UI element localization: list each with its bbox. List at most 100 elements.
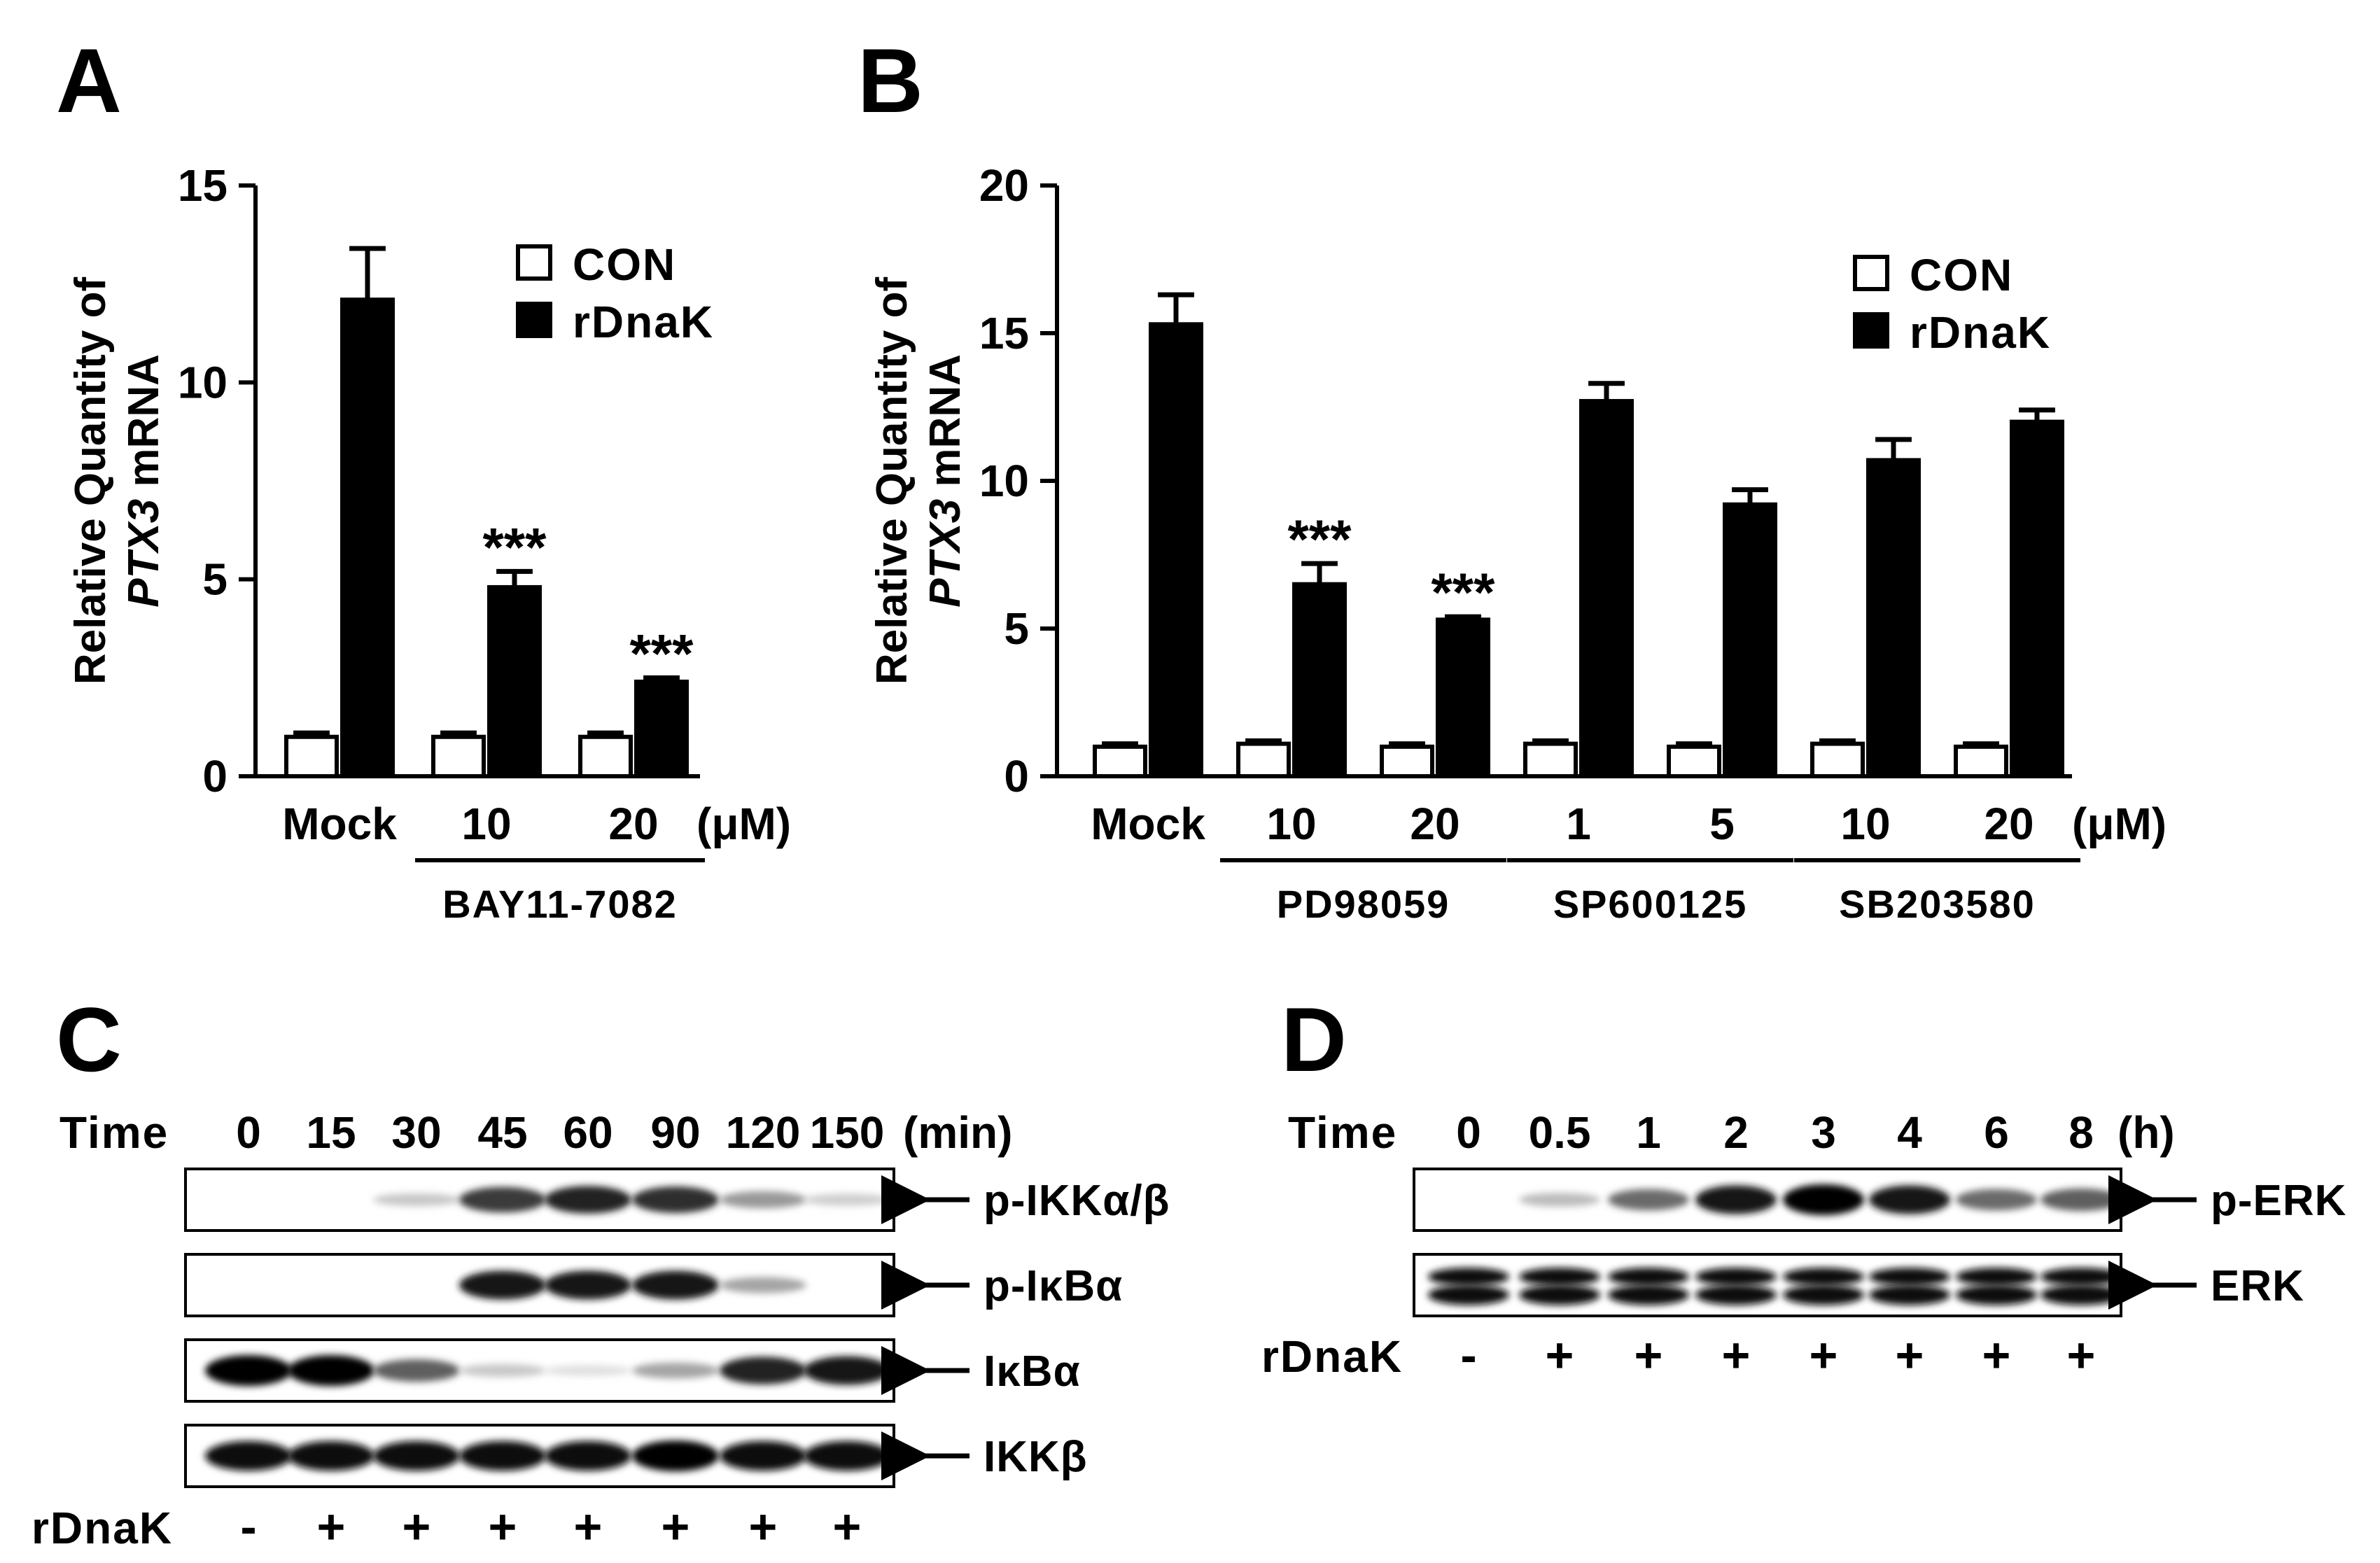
b-y-tick-label: 20: [979, 160, 1029, 211]
b-bar-rdnak: [1723, 502, 1777, 778]
d-band: [2040, 1284, 2122, 1305]
d-treatment-mark: +: [1634, 1328, 1663, 1382]
d-band: [1608, 1284, 1689, 1305]
b-bar-rdnak: [1292, 582, 1347, 778]
c-band: [373, 1193, 460, 1207]
c-blot-label: IKKβ: [983, 1433, 1088, 1481]
a-y-label-gene: PTX3: [120, 499, 168, 608]
d-band: [1783, 1184, 1864, 1215]
c-band: [288, 1441, 374, 1471]
b-significance: ***: [1287, 508, 1352, 570]
c-treatment-mark: +: [833, 1499, 862, 1554]
b-bar-con: [1380, 744, 1434, 779]
c-band: [632, 1362, 719, 1379]
c-band: [632, 1270, 719, 1300]
a-x-tick-label: Mock: [282, 799, 397, 849]
c-band: [804, 1193, 890, 1206]
b-bar-con: [1523, 741, 1578, 778]
b-x-tick-label: 10: [1266, 799, 1316, 849]
b-y-axis-label: Relative Quantity of PTX3 mRNA: [868, 277, 969, 685]
d-band: [1956, 1268, 2037, 1286]
d-band: [2040, 1189, 2122, 1211]
c-blot-label: p-IκBα: [983, 1262, 1123, 1310]
c-treatment-mark: +: [749, 1499, 778, 1554]
c-band: [459, 1186, 546, 1213]
a-bar-con: [431, 734, 486, 778]
d-band: [1956, 1284, 2037, 1305]
b-bar-con: [1236, 741, 1291, 778]
c-blot-label: p-IKKα/β: [983, 1177, 1170, 1225]
c-band: [205, 1441, 292, 1471]
d-treatment-label: rDnaK: [1261, 1331, 1403, 1382]
d-treatment-mark: -: [1460, 1328, 1476, 1382]
c-band: [545, 1365, 631, 1376]
d-band: [1783, 1268, 1864, 1286]
d-band: [1519, 1284, 1600, 1305]
a-unit-label: (μM): [696, 799, 791, 849]
c-band: [373, 1441, 460, 1471]
c-treatment-label: rDnaK: [31, 1503, 173, 1553]
panel-letter-d: D: [1281, 988, 1347, 1091]
panel-c-western-blot: Time 0 15 30 45 60 90 120 150 (min) p-IKKα/β p-IκBα…: [31, 1107, 1170, 1554]
b-legend-label-con: CON: [1910, 250, 2013, 300]
a-bar-rdnak: [340, 297, 395, 778]
d-band: [1869, 1268, 1950, 1286]
c-band: [720, 1277, 806, 1294]
d-treatment-mark: +: [1722, 1328, 1751, 1382]
panel-letter-c: C: [56, 988, 122, 1091]
b-bar-con: [1093, 744, 1147, 779]
c-band: [545, 1186, 631, 1214]
d-blot-label: ERK: [2211, 1262, 2304, 1310]
a-y-tick-label: 5: [202, 554, 227, 605]
a-significance: ***: [629, 622, 694, 684]
d-time-point: 1: [1636, 1107, 1661, 1158]
d-band: [1519, 1193, 1600, 1207]
a-legend-swatch-rdnak: [516, 302, 552, 338]
c-band: [205, 1355, 292, 1386]
c-band: [720, 1191, 806, 1209]
a-bar-con: [284, 734, 339, 778]
a-bar-rdnak: [487, 584, 542, 778]
panel-a-bar-chart: 0 5 10 15 Relative Quantity of PTX3 mRNA Mock 1…: [66, 160, 791, 926]
a-significance: ***: [482, 516, 547, 577]
panel-letter-a: A: [56, 29, 122, 132]
c-band: [720, 1441, 806, 1471]
c-blot-label: IκBα: [983, 1347, 1081, 1396]
b-bar-rdnak: [2010, 419, 2064, 778]
b-legend-swatch-rdnak: [1853, 312, 1889, 349]
d-band: [1956, 1189, 2037, 1211]
a-legend-swatch-con: [516, 244, 552, 281]
a-legend-label-con: CON: [573, 239, 676, 290]
a-y-tick-label: 0: [202, 751, 227, 801]
d-treatment-mark: +: [1896, 1328, 1924, 1382]
c-band: [373, 1359, 460, 1382]
b-bar-con: [1667, 744, 1721, 779]
c-time-label: Time: [59, 1107, 169, 1158]
c-band: [632, 1441, 719, 1471]
d-treatment-mark: +: [1809, 1328, 1838, 1382]
b-y-tick-label: 0: [1004, 751, 1029, 801]
c-treatment-mark: +: [402, 1499, 431, 1554]
c-time-point: 120: [726, 1107, 801, 1158]
d-band: [1428, 1268, 1509, 1286]
d-time-point: 8: [2068, 1107, 2094, 1158]
d-blot-frame: [1413, 1253, 2122, 1317]
panel-letter-b: B: [858, 29, 923, 132]
d-band: [1519, 1268, 1600, 1286]
b-legend-swatch-con: [1853, 255, 1889, 291]
a-y-label-suffix: mRNA: [120, 354, 168, 499]
b-x-tick-label: 10: [1840, 799, 1890, 849]
d-band: [1428, 1284, 1509, 1305]
b-x-tick-label: 20: [1984, 799, 2033, 849]
c-time-point: 0: [236, 1107, 261, 1158]
b-y-label-suffix: mRNA: [921, 354, 969, 499]
d-band: [1869, 1284, 1950, 1305]
d-time-point: 0: [1456, 1107, 1481, 1158]
c-treatment-mark: -: [240, 1499, 256, 1554]
c-band: [632, 1186, 719, 1213]
c-treatment-mark: +: [574, 1499, 603, 1554]
b-x-tick-label: Mock: [1091, 799, 1205, 849]
b-y-tick-label: 15: [979, 308, 1029, 358]
d-blot-label: p-ERK: [2211, 1177, 2346, 1225]
